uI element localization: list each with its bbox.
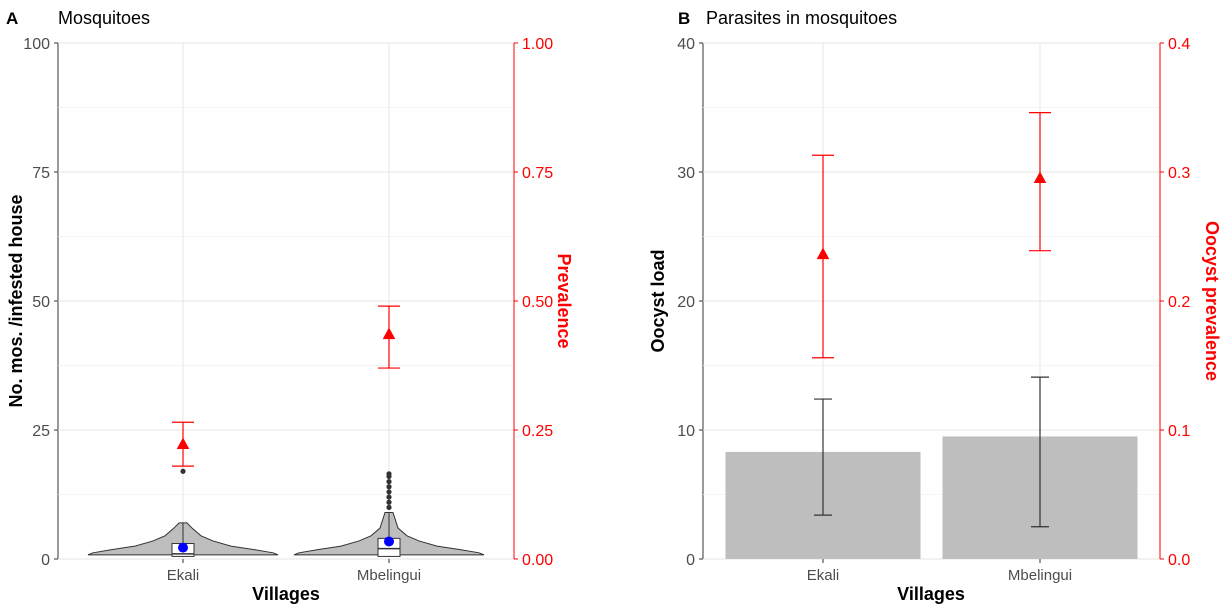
panel-a-marks: [87, 305, 485, 557]
panel-a-x-tick-label: Ekali: [167, 567, 200, 584]
panel-a-left-tick-label: 50: [32, 294, 50, 311]
outlier-point-mbelingui: [386, 484, 392, 490]
panel-a-ticks: 0 25 50 75 100 0.00 0.25 0.50 0.75 1.00 Ekali Mbeli…: [23, 36, 553, 584]
mean-point-mbelingui: [384, 536, 394, 547]
panel-a-title: Mosquitoes: [58, 8, 150, 28]
panel-b-right-tick-label: 0.3: [1168, 165, 1190, 182]
panel-b-letter: B: [678, 9, 690, 28]
panel-a-right-tick-label: 0.25: [522, 423, 553, 440]
oocyst-prevalence-point-ekali: [816, 247, 830, 260]
outlier-point-ekali: [180, 468, 186, 474]
panel-a-x-axis-title: Villages: [252, 584, 320, 604]
panel-b-y-axis-title: Oocyst load: [648, 249, 668, 352]
panel-a-letter: A: [6, 9, 18, 28]
oocyst-prevalence-point-mbelingui: [1033, 171, 1047, 183]
panel-a-right-tick-label: 1.00: [522, 36, 553, 53]
panel-a-y-axis-title: No. mos. /infested house: [6, 194, 26, 407]
panel-a-x-tick-label: Mbelingui: [357, 567, 421, 584]
panel-a-left-tick-label: 0: [41, 552, 50, 569]
panel-a: 0 25 50 75 100 0.00 0.25 0.50 0.75 1.00 Ekali Mbeli…: [6, 8, 574, 604]
outlier-point-mbelingui: [386, 504, 392, 510]
panel-b-y2-axis-title: Oocyst prevalence: [1202, 221, 1222, 381]
panel-b-x-tick-label: Mbelingui: [1008, 567, 1072, 584]
panel-b-right-tick-label: 0.0: [1168, 552, 1190, 569]
panel-a-gridlines: [58, 42, 514, 560]
panel-b-left-tick-label: 30: [677, 165, 695, 182]
panel-b-left-tick-label: 20: [677, 294, 695, 311]
panel-a-left-tick-label: 25: [32, 423, 50, 440]
prevalence-point-mbelingui: [382, 327, 396, 340]
panel-b: 0 10 20 30 40 0.0 0.1 0.2 0.3 0.4 Ekali Mbelingui B…: [648, 8, 1222, 604]
panel-b-x-axis-title: Villages: [897, 584, 965, 604]
panel-a-y2-axis-title: Prevalence: [554, 253, 574, 348]
outlier-point-mbelingui: [386, 489, 392, 495]
panel-a-left-tick-label: 100: [23, 36, 50, 53]
panel-b-right-tick-label: 0.2: [1168, 294, 1190, 311]
panel-b-left-tick-label: 10: [677, 423, 695, 440]
panel-b-left-tick-label: 40: [677, 36, 695, 53]
panel-b-left-tick-label: 0: [686, 552, 695, 569]
mean-point-ekali: [178, 542, 188, 553]
prevalence-point-ekali: [176, 437, 190, 449]
panel-b-marks: [725, 112, 1138, 559]
panel-b-ticks: 0 10 20 30 40 0.0 0.1 0.2 0.3 0.4 Ekali Mbelingui: [677, 36, 1190, 584]
outlier-point-mbelingui: [386, 471, 392, 477]
panel-b-right-tick-label: 0.4: [1168, 36, 1190, 53]
outlier-point-mbelingui: [386, 494, 392, 500]
panel-a-right-tick-label: 0.00: [522, 552, 553, 569]
panel-b-right-tick-label: 0.1: [1168, 423, 1190, 440]
panel-b-x-tick-label: Ekali: [807, 567, 840, 584]
panel-b-title: Parasites in mosquitoes: [706, 8, 897, 28]
panel-a-left-tick-label: 75: [32, 165, 50, 182]
panel-a-right-tick-label: 0.50: [522, 294, 553, 311]
outlier-point-mbelingui: [386, 479, 392, 485]
outlier-point-mbelingui: [386, 499, 392, 505]
panel-a-right-tick-label: 0.75: [522, 165, 553, 182]
